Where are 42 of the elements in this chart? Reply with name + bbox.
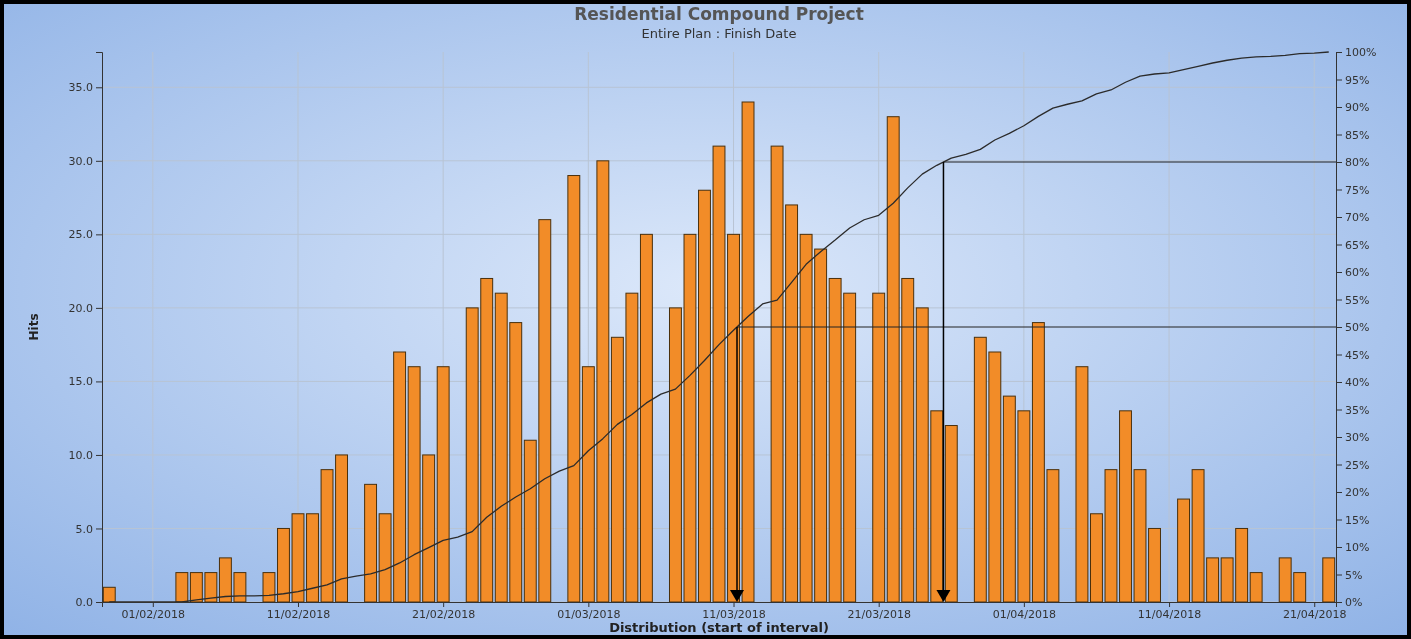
y2-tick-label: 30% xyxy=(1345,431,1370,445)
x-tick-label: 01/02/2018 xyxy=(121,607,186,621)
x-tick-label: 11/03/2018 xyxy=(702,607,766,621)
y-tick-label: 15.0 xyxy=(68,375,93,389)
y2-tick-label: 55% xyxy=(1345,293,1370,307)
y-tick-label: 20.0 xyxy=(68,301,93,315)
y-tick-label: 5.0 xyxy=(75,522,93,536)
x-tick-label: 11/04/2018 xyxy=(1137,607,1202,621)
y2-tick-label: 45% xyxy=(1345,348,1370,362)
y2-tick-label: 50% xyxy=(1345,321,1370,335)
x-tick-label: 21/04/2018 xyxy=(1283,607,1347,621)
y2-tick-label: 75% xyxy=(1345,183,1370,197)
y-tick-label: 35.0 xyxy=(68,81,93,95)
y2-tick-label: 25% xyxy=(1345,458,1370,472)
y-tick-label: 30.0 xyxy=(68,154,93,168)
y2-tick-label: 40% xyxy=(1345,376,1370,390)
x-tick-label: 21/03/2018 xyxy=(847,607,911,621)
y-tick-label: 0.0 xyxy=(75,596,93,610)
y2-tick-label: 10% xyxy=(1345,541,1370,555)
y2-tick-label: 20% xyxy=(1345,486,1370,500)
y2-tick-label: 80% xyxy=(1345,156,1370,170)
chart-subtitle: Entire Plan : Finish Date xyxy=(641,26,797,41)
y2-tick-label: 95% xyxy=(1345,73,1370,87)
x-axis-title: Distribution (start of interval) xyxy=(609,620,829,635)
y2-tick-label: 5% xyxy=(1345,568,1363,582)
y2-tick-label: 85% xyxy=(1345,128,1370,142)
y2-tick-label: 65% xyxy=(1345,238,1370,252)
y2-tick-label: 90% xyxy=(1345,101,1370,115)
x-tick-label: 01/04/2018 xyxy=(992,607,1057,621)
x-tick-label: 21/02/2018 xyxy=(411,607,476,621)
y2-tick-label: 0% xyxy=(1345,596,1363,610)
y2-tick-label: 60% xyxy=(1345,266,1370,280)
x-tick-label: 11/02/2018 xyxy=(266,607,331,621)
y-axis-title: Hits xyxy=(27,313,41,341)
y2-tick-label: 15% xyxy=(1345,513,1370,527)
y2-tick-label: 100% xyxy=(1345,46,1377,60)
y2-tick-label: 70% xyxy=(1345,211,1370,225)
y-tick-label: 25.0 xyxy=(68,228,93,242)
chart-title: Residential Compound Project xyxy=(574,4,864,24)
y2-tick-label: 35% xyxy=(1345,403,1370,417)
x-tick-label: 01/03/2018 xyxy=(557,607,621,621)
y-tick-label: 10.0 xyxy=(68,448,93,462)
